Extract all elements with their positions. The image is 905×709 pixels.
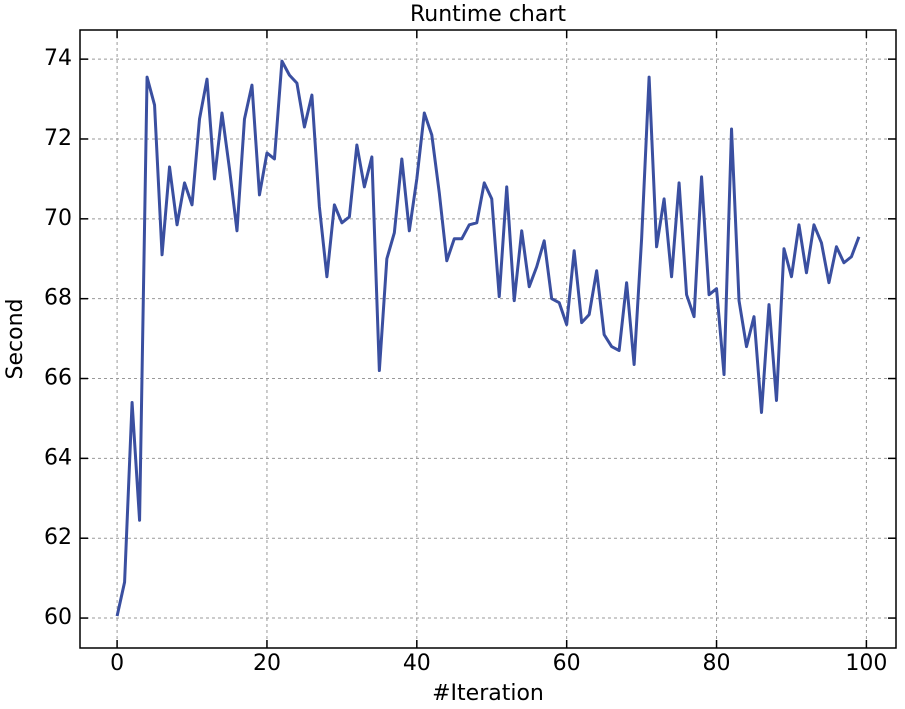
plot-frame [79,29,897,649]
x-tick-label: 80 [703,651,731,676]
y-axis-label: Second [3,299,28,380]
y-tick-label: 60 [44,605,72,630]
y-tick-label: 72 [44,126,72,151]
x-tick-label: 100 [845,651,887,676]
chart-title: Runtime chart [410,2,566,27]
y-tick-label: 70 [44,206,72,231]
x-tick-label: 60 [553,651,581,676]
x-tick-label: 40 [403,651,431,676]
y-tick-label: 74 [44,46,72,71]
x-tick-label: 0 [110,651,124,676]
x-tick-label: 20 [253,651,281,676]
y-tick-label: 64 [44,445,72,470]
y-tick-label: 68 [44,286,72,311]
y-tick-label: 62 [44,525,72,550]
x-axis-label: #Iteration [432,681,544,706]
data-line [115,59,861,617]
y-tick-label: 66 [44,366,72,391]
